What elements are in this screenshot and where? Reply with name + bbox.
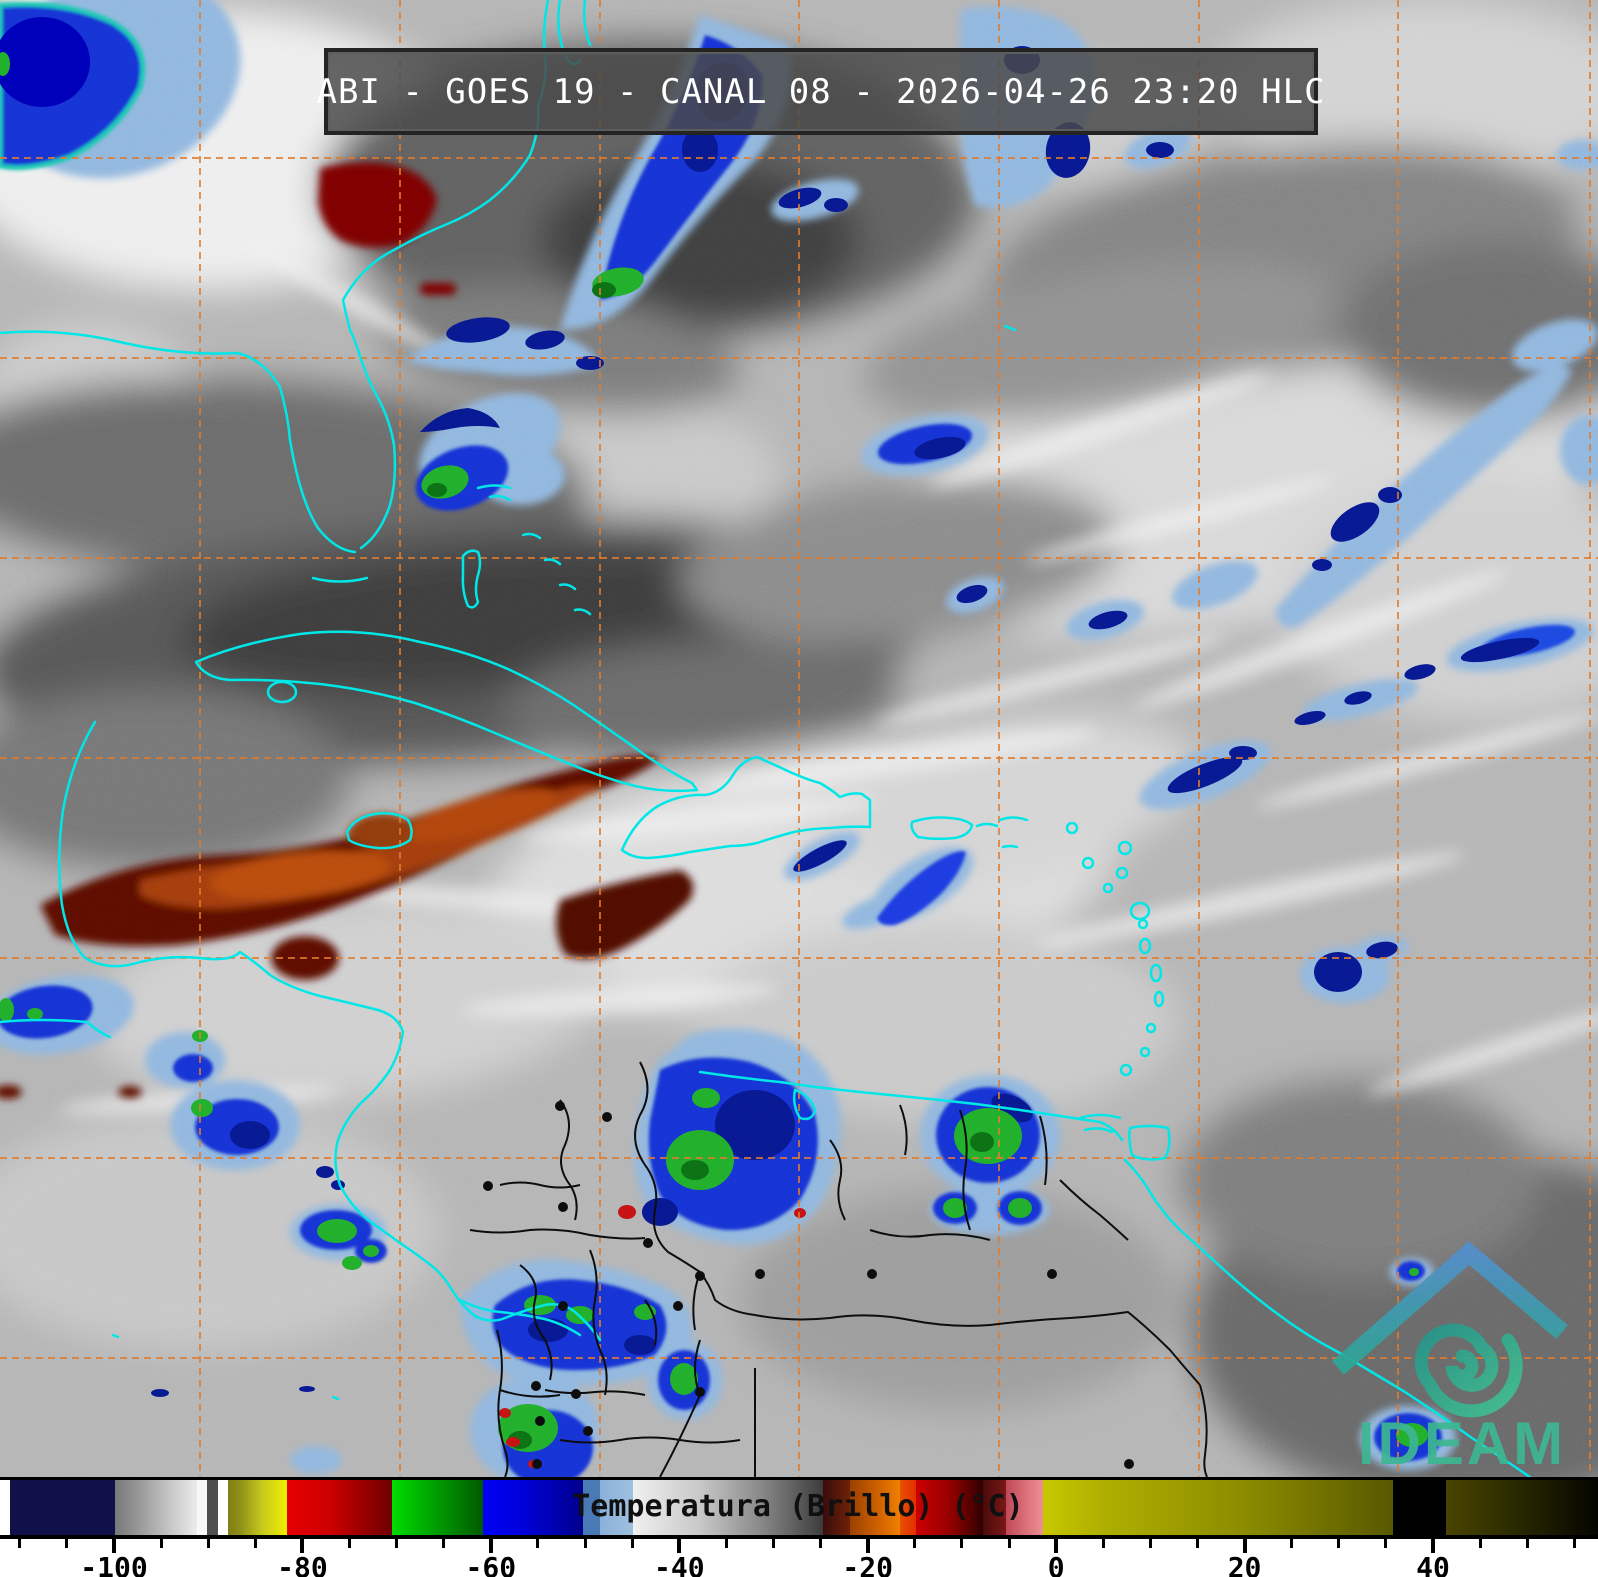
colorbar-major-tick	[865, 1539, 870, 1553]
colorbar-minor-tick	[913, 1539, 917, 1548]
colorbar-minor-tick	[771, 1539, 775, 1548]
colorbar: Temperatura (Brillo) (°C) -100 -80 -60 -40 -…	[0, 1477, 1598, 1577]
colorbar-tick-label: -20	[842, 1551, 893, 1577]
colorbar-label: Temperatura (Brillo) (°C)	[572, 1489, 1024, 1524]
colorbar-tick-label: -80	[277, 1551, 328, 1577]
colorbar-minor-tick	[18, 1539, 22, 1548]
colorbar-tick-label: 20	[1227, 1551, 1262, 1577]
colorbar-minor-tick	[724, 1539, 728, 1548]
colorbar-minor-tick	[1478, 1539, 1482, 1548]
colorbar-tick-label: -60	[465, 1551, 517, 1577]
colorbar-minor-tick	[819, 1539, 823, 1548]
colorbar-minor-tick	[1148, 1539, 1152, 1548]
colorbar-tick-label: 40	[1416, 1551, 1450, 1577]
colorbar-minor-tick	[159, 1539, 163, 1548]
colorbar-major-tick	[300, 1539, 305, 1553]
colorbar-minor-tick	[1007, 1539, 1011, 1548]
colorbar-minor-tick	[960, 1539, 964, 1548]
colorbar-minor-tick	[442, 1539, 446, 1548]
colorbar-major-tick	[1054, 1539, 1059, 1553]
colorbar-minor-tick	[536, 1539, 540, 1548]
colorbar-minor-tick	[65, 1539, 69, 1548]
noise-texture	[0, 0, 1598, 1477]
colorbar-major-tick	[677, 1539, 682, 1553]
colorbar-minor-tick	[253, 1539, 257, 1548]
colorbar-minor-tick	[1384, 1539, 1388, 1548]
title-bar: ABI - GOES 19 - CANAL 08 - 2026-04-26 23…	[316, 48, 1325, 135]
colorbar-major-tick	[1242, 1539, 1247, 1553]
colorbar-major-tick	[488, 1539, 493, 1553]
colorbar-minor-tick	[395, 1539, 399, 1548]
colorbar-minor-tick	[1337, 1539, 1341, 1548]
title-text: ABI - GOES 19 - CANAL 08 - 2026-04-26 23…	[316, 71, 1326, 112]
colorbar-tick-label: -40	[653, 1551, 705, 1577]
colorbar-major-tick	[1430, 1539, 1435, 1553]
colorbar-major-tick	[112, 1539, 116, 1553]
colorbar-minor-tick	[1290, 1539, 1294, 1548]
colorbar-tick-label: -100	[80, 1551, 148, 1577]
colorbar-gradient	[0, 1477, 1598, 1535]
colorbar-minor-tick	[1195, 1539, 1199, 1548]
colorbar-axis-line	[0, 1535, 1598, 1539]
colorbar-tick-label: 0	[1047, 1551, 1065, 1577]
colorbar-minor-tick	[1101, 1539, 1105, 1548]
colorbar-minor-tick	[206, 1539, 210, 1548]
colorbar-minor-tick	[1525, 1539, 1529, 1548]
colorbar-minor-tick	[583, 1539, 587, 1548]
colorbar-minor-tick	[348, 1539, 352, 1548]
colorbar-minor-tick	[1572, 1539, 1576, 1548]
satellite-map: IDEAM	[0, 0, 1598, 1477]
colorbar-minor-tick	[630, 1539, 634, 1548]
